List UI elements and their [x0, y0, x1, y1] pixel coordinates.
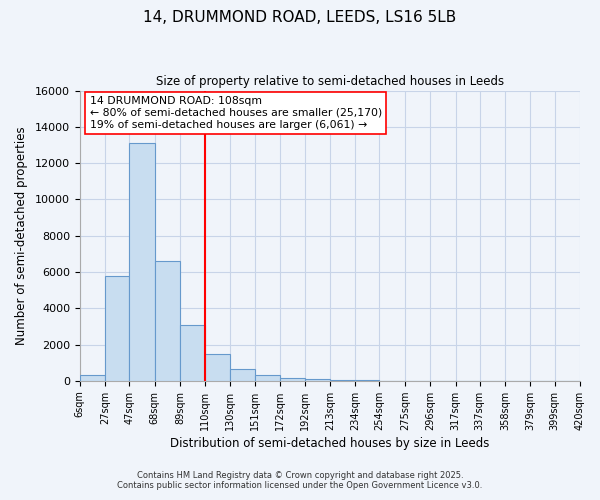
Y-axis label: Number of semi-detached properties: Number of semi-detached properties — [15, 126, 28, 345]
Text: 14, DRUMMOND ROAD, LEEDS, LS16 5LB: 14, DRUMMOND ROAD, LEEDS, LS16 5LB — [143, 10, 457, 25]
Text: Contains HM Land Registry data © Crown copyright and database right 2025.
Contai: Contains HM Land Registry data © Crown c… — [118, 470, 482, 490]
X-axis label: Distribution of semi-detached houses by size in Leeds: Distribution of semi-detached houses by … — [170, 437, 490, 450]
Bar — [255, 376, 280, 381]
Bar — [180, 324, 205, 381]
Bar — [280, 378, 305, 381]
Text: 14 DRUMMOND ROAD: 108sqm
← 80% of semi-detached houses are smaller (25,170)
19% : 14 DRUMMOND ROAD: 108sqm ← 80% of semi-d… — [90, 96, 382, 130]
Bar — [130, 143, 155, 381]
Bar — [330, 380, 355, 381]
Bar — [155, 261, 180, 381]
Bar — [80, 376, 105, 381]
Bar — [230, 369, 255, 381]
Bar — [105, 276, 130, 381]
Bar — [205, 354, 230, 381]
Bar — [305, 379, 330, 381]
Title: Size of property relative to semi-detached houses in Leeds: Size of property relative to semi-detach… — [156, 75, 504, 88]
